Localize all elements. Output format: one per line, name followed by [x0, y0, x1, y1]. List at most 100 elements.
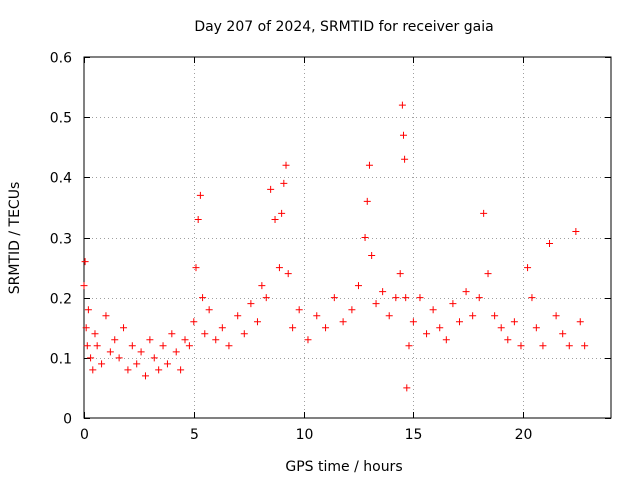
data-point	[552, 312, 560, 320]
data-point	[480, 209, 488, 217]
data-point	[262, 294, 270, 302]
y-tick-label: 0.3	[50, 232, 72, 248]
data-point	[192, 264, 200, 272]
data-point	[102, 312, 110, 320]
data-point	[524, 264, 532, 272]
data-point	[484, 270, 492, 278]
data-point	[409, 318, 417, 326]
data-point	[416, 294, 424, 302]
data-point	[258, 282, 266, 290]
data-point	[295, 306, 303, 314]
data-point	[368, 252, 376, 260]
data-point	[93, 342, 101, 350]
data-point	[475, 294, 483, 302]
y-tick-labels: 0 0.1 0.2 0.3 0.4 0.5 0.6	[50, 51, 72, 428]
data-point	[253, 318, 261, 326]
data-point	[365, 161, 373, 169]
data-point	[455, 318, 463, 326]
y-axis-label: SRMTID / TECUs	[7, 182, 23, 295]
data-point	[348, 306, 356, 314]
data-point	[234, 312, 242, 320]
data-point	[436, 324, 444, 332]
data-point	[225, 342, 233, 350]
data-point	[106, 348, 114, 356]
x-tick-label: 10	[296, 427, 314, 443]
data-point	[155, 366, 163, 374]
data-point	[491, 312, 499, 320]
data-point	[141, 372, 149, 380]
data-point	[87, 354, 95, 362]
axis-ticks	[84, 57, 611, 419]
data-point	[398, 101, 406, 109]
data-point	[190, 318, 198, 326]
data-point	[133, 360, 141, 368]
data-point	[361, 234, 369, 241]
data-point	[442, 336, 450, 344]
data-point	[497, 324, 505, 332]
data-point	[98, 360, 106, 368]
data-point	[572, 227, 580, 235]
data-point	[401, 155, 409, 163]
data-point	[396, 270, 404, 278]
data-point	[429, 306, 437, 314]
data-point	[532, 324, 540, 332]
data-point	[423, 330, 431, 338]
data-point	[510, 318, 518, 326]
data-point	[137, 348, 145, 356]
data-point	[82, 324, 90, 332]
data-point	[267, 185, 275, 193]
data-point	[181, 336, 189, 344]
data-point	[168, 330, 176, 338]
data-point	[150, 354, 158, 362]
data-point	[80, 282, 88, 290]
y-tick-label: 0.6	[50, 51, 72, 67]
data-point	[278, 209, 286, 217]
data-point	[354, 282, 362, 290]
data-point	[462, 288, 470, 296]
data-point	[84, 306, 92, 314]
data-point	[392, 294, 400, 302]
data-point	[83, 342, 91, 350]
data-point	[91, 330, 99, 338]
data-point	[124, 366, 132, 374]
data-point	[280, 179, 288, 187]
x-tick-label: 20	[515, 427, 533, 443]
data-point	[528, 294, 536, 302]
plot-frame	[83, 56, 612, 419]
data-point	[581, 342, 589, 350]
data-point	[372, 300, 380, 308]
x-axis-label: GPS time / hours	[285, 459, 402, 475]
data-point	[559, 330, 567, 338]
data-point	[402, 294, 410, 302]
data-point	[218, 324, 226, 332]
data-point	[159, 342, 167, 350]
data-point	[201, 330, 209, 338]
y-tick-label: 0.1	[50, 352, 72, 368]
data-point	[212, 336, 220, 344]
data-point	[379, 288, 387, 296]
x-tick-label: 15	[405, 427, 423, 443]
data-point	[111, 336, 119, 344]
x-tick-label: 0	[80, 427, 89, 443]
chart-title: Day 207 of 2024, SRMTID for receiver gai…	[194, 19, 493, 35]
data-point	[128, 342, 136, 350]
data-point	[504, 336, 512, 344]
data-point	[576, 318, 584, 326]
data-point	[304, 336, 312, 344]
data-points	[80, 101, 589, 392]
grid	[84, 57, 611, 418]
data-point	[247, 300, 255, 308]
x-tick-labels: 0 5 10 15 20	[80, 427, 532, 443]
x-tick-label: 5	[190, 427, 199, 443]
data-point	[185, 342, 193, 350]
data-point	[399, 131, 407, 139]
y-tick-label: 0.4	[50, 171, 72, 187]
data-point	[271, 215, 279, 223]
data-point	[115, 354, 123, 362]
data-point	[240, 330, 248, 338]
data-point	[565, 342, 573, 350]
data-point	[539, 342, 547, 350]
